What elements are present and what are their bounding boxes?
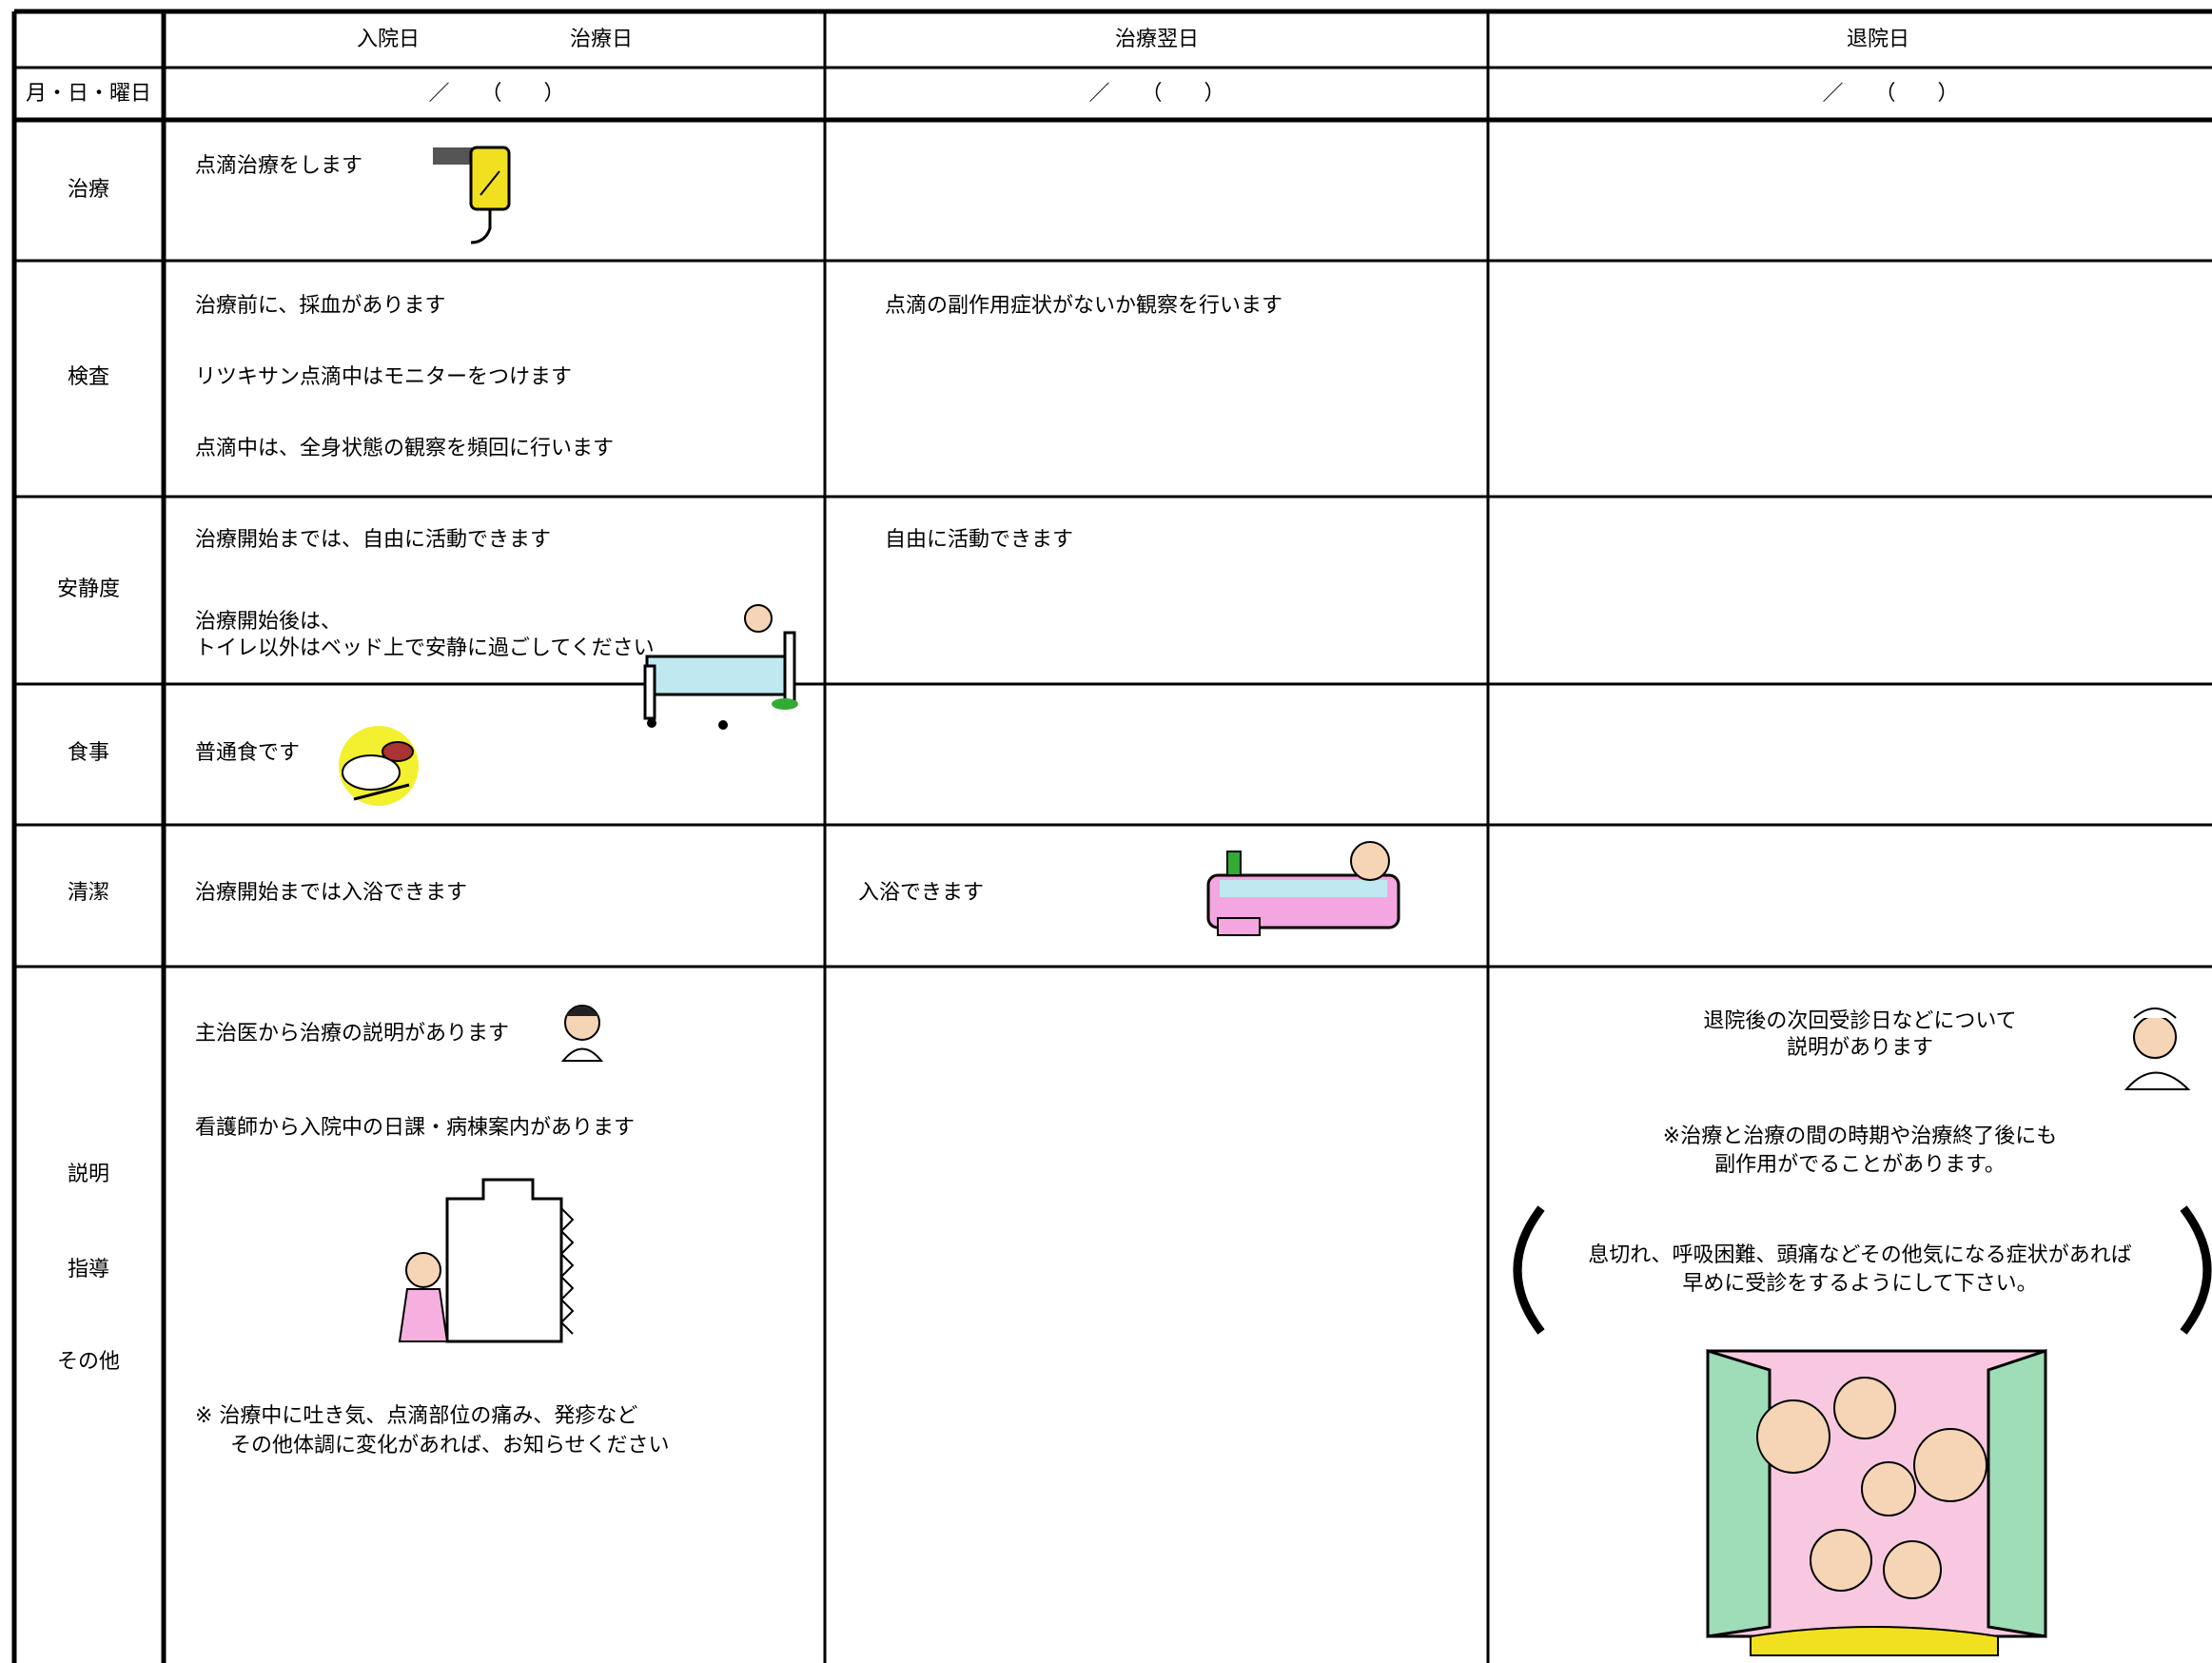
column-header: 入院日 xyxy=(357,28,420,51)
cell-text: 治療開始までは入浴できます xyxy=(195,881,467,905)
doctor-illustration xyxy=(560,1005,604,1062)
cell-text: 点滴中は、全身状態の観察を頻回に行います xyxy=(195,437,614,460)
cell-text: 治療前に、採血があります xyxy=(195,294,445,318)
cell-text: ※治療と治療の間の時期や治療終了後にも xyxy=(1663,1125,2057,1148)
cell-text: 普通食です xyxy=(195,741,300,765)
meal-illustration xyxy=(339,726,419,806)
row-label: 食事 xyxy=(68,741,109,765)
cell-text: 主治医から治療の説明があります xyxy=(195,1022,509,1046)
cell-text: 入浴できます xyxy=(858,881,984,905)
bracket xyxy=(2180,1205,2212,1335)
row-label: 清潔 xyxy=(68,881,109,905)
table-grid xyxy=(11,9,2212,1663)
row-label: 月・日・曜日 xyxy=(26,82,151,106)
column-header: 治療翌日 xyxy=(1115,28,1199,51)
column-header: 退院日 xyxy=(1847,28,1909,51)
cell-text: その他体調に変化があれば、お知らせください xyxy=(230,1434,670,1458)
row-label: 安静度 xyxy=(57,577,120,601)
bath-illustration xyxy=(1206,841,1400,936)
row-label: 説明 xyxy=(68,1163,109,1186)
cell-text: 息切れ、呼吸困難、頭痛などその他気になる症状があれば xyxy=(1588,1243,2132,1267)
cell-text: 治療開始までは、自由に活動できます xyxy=(195,528,551,552)
row-label: 検査 xyxy=(68,365,109,389)
cell-text: 看護師から入院中の日課・病棟案内があります xyxy=(195,1116,635,1140)
cell-text: 自由に活動できます xyxy=(885,528,1073,552)
drip-illustration xyxy=(433,146,511,245)
cell-text: 早めに受診をするようにして下さい。 xyxy=(1682,1272,2037,1296)
nurse-illustration xyxy=(2124,1008,2191,1090)
row-label: その他 xyxy=(57,1350,120,1374)
date-field: ／ （ ） xyxy=(1822,82,1958,106)
cell-text: 点滴治療をします xyxy=(195,154,362,178)
row-label: 治療 xyxy=(68,178,109,202)
cell-text: 副作用がでることがあります。 xyxy=(1714,1153,2006,1177)
cell-text: 退院後の次回受診日などについて xyxy=(1703,1009,2016,1033)
column-header: 治療日 xyxy=(570,28,633,51)
nurse-clipboard-illustration xyxy=(398,1178,575,1343)
family-window-illustration xyxy=(1706,1348,2047,1656)
cell-text: 点滴の副作用症状がないか観察を行います xyxy=(885,294,1282,318)
bracket xyxy=(1513,1205,1545,1335)
date-field: ／ （ ） xyxy=(428,82,564,106)
bed-illustration xyxy=(643,604,798,730)
cell-text: リツキサン点滴中はモニターをつけます xyxy=(195,365,572,389)
cell-text: トイレ以外はベッド上で安静に過ごしてください xyxy=(195,636,655,660)
row-label: 指導 xyxy=(68,1258,109,1281)
date-field: ／ （ ） xyxy=(1088,82,1224,106)
cell-text: 説明があります xyxy=(1787,1036,1933,1060)
cell-text: 治療開始後は、 xyxy=(195,610,342,634)
cell-text: ※ 治療中に吐き気、点滴部位の痛み、発疹など xyxy=(195,1404,637,1428)
